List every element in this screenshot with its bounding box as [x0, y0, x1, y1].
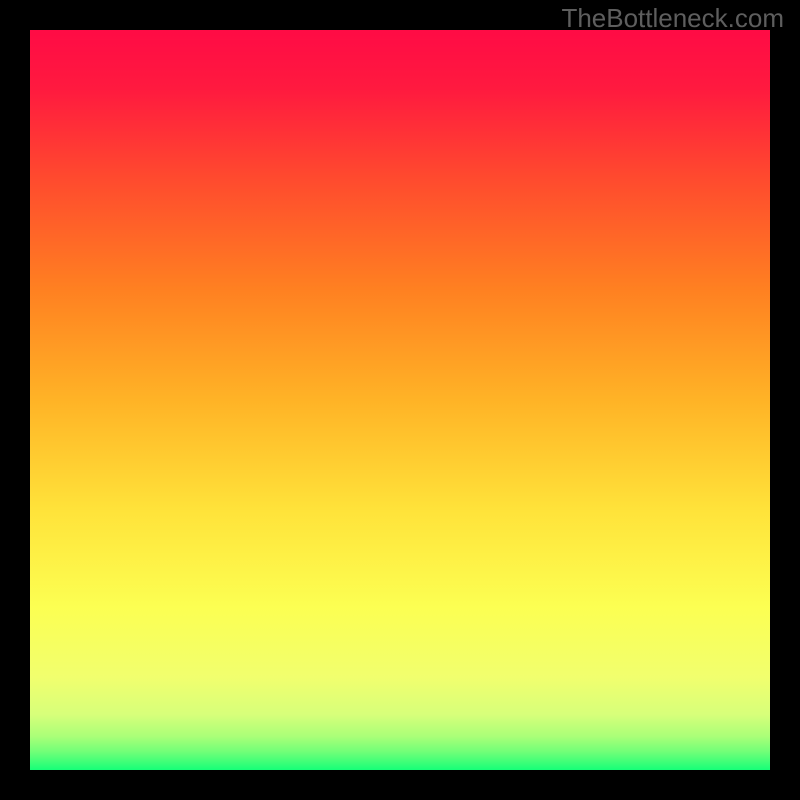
chart-stage: TheBottleneck.com [0, 0, 800, 800]
gradient-background [30, 30, 770, 770]
plot-area [30, 30, 770, 770]
watermark-label: TheBottleneck.com [561, 3, 784, 34]
